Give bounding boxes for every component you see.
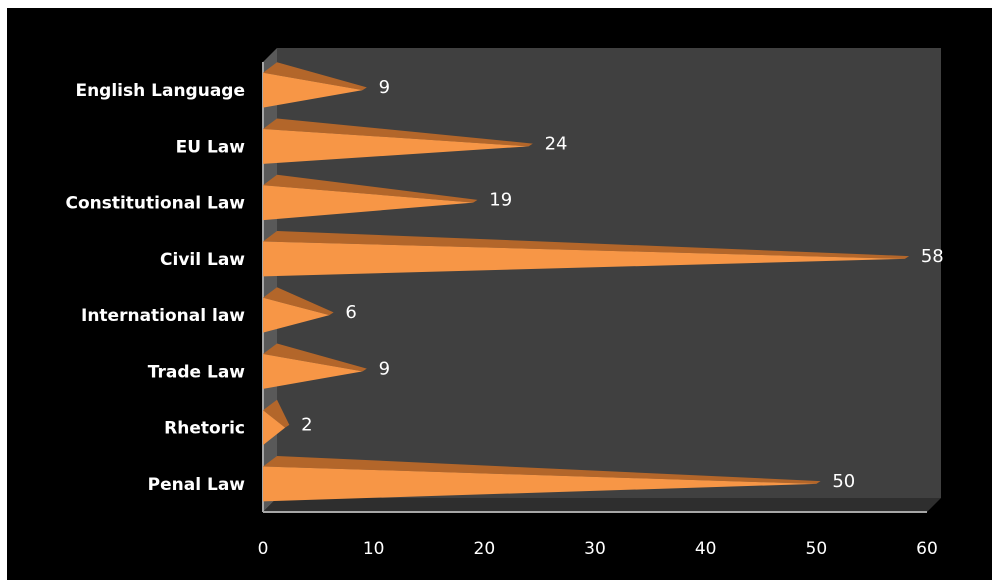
category-label: Civil Law	[160, 250, 245, 270]
bar	[263, 287, 334, 333]
bar	[263, 62, 367, 108]
side-wall	[263, 48, 277, 512]
cone-bar-chart: English Language EU Law Constitutional Law…	[65, 48, 944, 559]
bar-top-face	[263, 343, 367, 372]
chart-area: English Language EU Law Constitutional Law…	[7, 8, 992, 580]
bar-front-face	[263, 410, 286, 446]
tick-label: 0	[258, 539, 269, 559]
back-wall	[277, 48, 941, 498]
data-label: 58	[921, 246, 944, 267]
bar-top-face	[263, 230, 910, 259]
bar-front-face	[263, 128, 529, 164]
data-label: 50	[832, 471, 855, 492]
category-axis: English Language EU Law Constitutional Law…	[65, 81, 245, 495]
data-label: 24	[545, 133, 568, 154]
bar-top-face	[263, 455, 821, 484]
category-label: EU Law	[176, 137, 246, 157]
tick-label: 20	[474, 539, 496, 559]
bar	[263, 399, 290, 446]
bar-top-face	[263, 174, 478, 203]
tick-label: 60	[916, 539, 938, 559]
data-label: 6	[345, 302, 356, 323]
bar	[263, 455, 821, 502]
bars	[263, 62, 910, 502]
tick-label: 50	[806, 539, 828, 559]
category-label: International law	[81, 306, 245, 326]
bar-front-face	[263, 297, 330, 333]
category-label: English Language	[75, 81, 245, 101]
bar-top-face	[263, 62, 367, 91]
bar-front-face	[263, 185, 474, 221]
plot-wall	[262, 48, 941, 513]
category-label: Constitutional Law	[65, 194, 245, 214]
bar-top-face	[263, 287, 334, 316]
bar-top-face	[263, 399, 290, 428]
bar	[263, 174, 478, 221]
value-axis: 0 10 20 30 40 50 60	[258, 539, 938, 559]
data-label: 19	[489, 190, 512, 211]
tick-label: 40	[695, 539, 717, 559]
data-label: 9	[379, 358, 390, 379]
category-label: Penal Law	[148, 475, 246, 495]
category-label: Trade Law	[148, 362, 246, 382]
category-label: Rhetoric	[164, 419, 245, 439]
data-label: 2	[301, 415, 312, 436]
tick-label: 10	[363, 539, 385, 559]
bar-front-face	[263, 466, 817, 502]
floor	[263, 498, 941, 512]
bar-top-face	[263, 118, 533, 147]
bar-front-face	[263, 72, 363, 108]
bar	[263, 230, 910, 277]
tick-label: 30	[584, 539, 606, 559]
bar	[263, 343, 367, 389]
bar-front-face	[263, 241, 905, 277]
bar-front-face	[263, 353, 363, 389]
data-label: 9	[379, 77, 390, 98]
bar	[263, 118, 533, 164]
data-labels: 9 24 19 58 6 9 2 50	[301, 77, 944, 492]
